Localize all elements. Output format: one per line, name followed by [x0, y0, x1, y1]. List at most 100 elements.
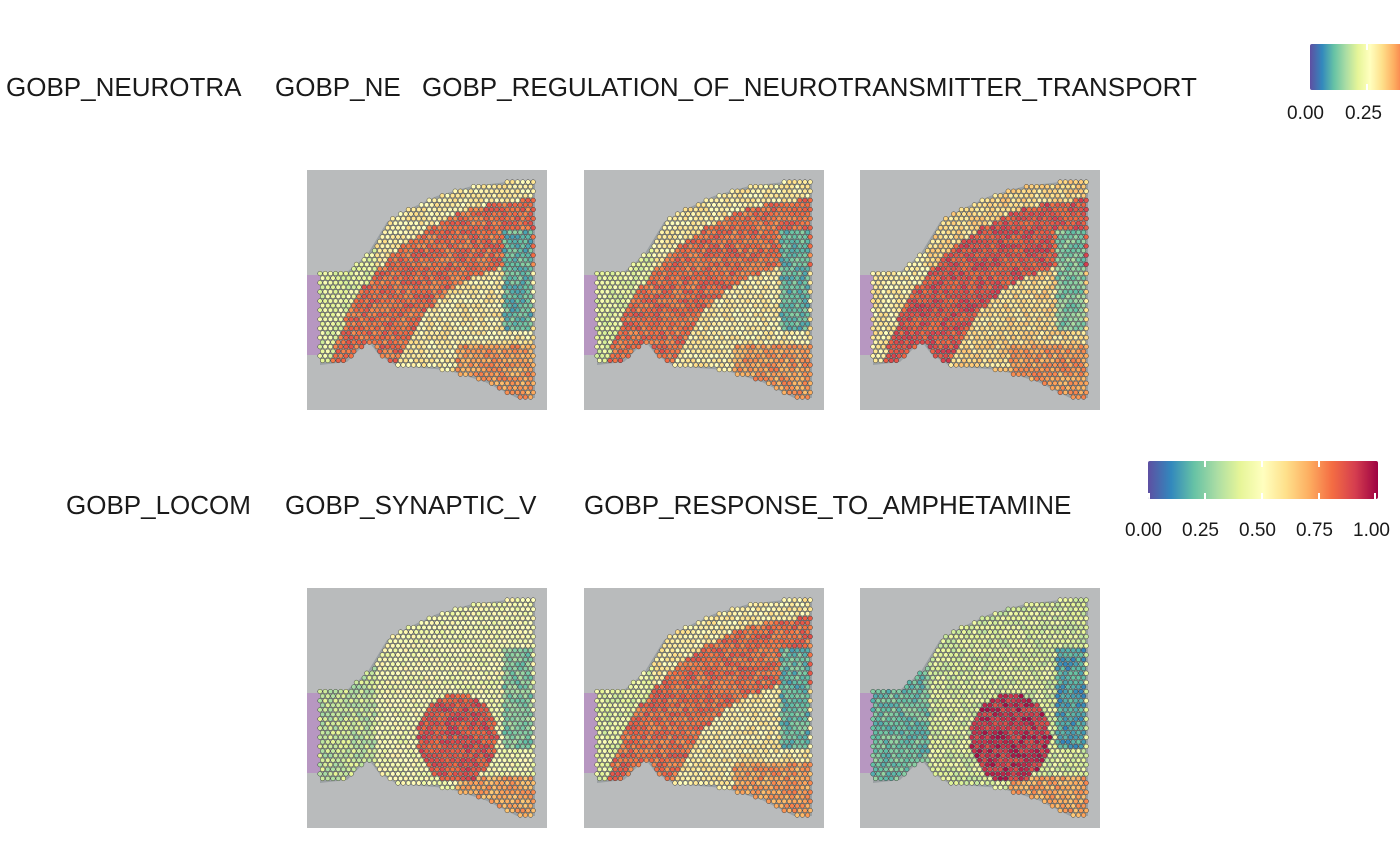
spot — [1081, 339, 1087, 345]
spot — [971, 348, 977, 354]
spot — [491, 303, 497, 309]
spot — [491, 702, 497, 708]
spot — [708, 216, 714, 222]
spot — [602, 348, 608, 354]
spot — [930, 339, 936, 345]
spot — [502, 211, 508, 217]
spot — [1047, 380, 1053, 386]
spot — [437, 280, 443, 286]
spot — [522, 666, 528, 672]
spot — [1021, 298, 1027, 304]
spot — [958, 216, 964, 222]
spot — [429, 339, 435, 345]
spot — [1042, 225, 1048, 231]
spot — [667, 280, 673, 286]
spot — [734, 216, 740, 222]
spot — [392, 330, 398, 336]
spot — [476, 693, 482, 699]
spot — [1042, 307, 1048, 313]
spot — [680, 284, 686, 290]
spot — [444, 620, 450, 626]
spot — [1049, 376, 1055, 382]
spot — [979, 353, 985, 359]
spot — [405, 206, 411, 213]
spot — [958, 307, 964, 313]
spot — [799, 275, 805, 281]
spot — [1044, 303, 1050, 309]
spot — [799, 202, 805, 208]
spot — [982, 238, 988, 245]
spot — [659, 284, 665, 290]
spot — [758, 284, 764, 290]
spot — [909, 339, 915, 345]
spot — [1018, 330, 1024, 336]
spot — [489, 606, 495, 612]
spot — [416, 298, 422, 304]
spot — [489, 652, 495, 658]
spot — [719, 243, 725, 249]
spot — [457, 606, 463, 612]
spot — [481, 248, 487, 254]
spot — [522, 656, 528, 663]
spot — [802, 335, 808, 341]
spot — [398, 348, 404, 354]
spot — [465, 321, 471, 327]
spot — [1057, 188, 1063, 194]
spot — [641, 307, 647, 313]
spot — [1070, 184, 1076, 190]
spot — [439, 330, 445, 336]
spot — [974, 280, 980, 286]
spot — [753, 376, 759, 382]
spot — [387, 229, 393, 235]
spot — [429, 303, 435, 309]
spot — [984, 307, 990, 313]
spot — [418, 675, 424, 681]
spot — [612, 348, 618, 354]
spot — [483, 252, 489, 258]
spot — [1031, 298, 1037, 304]
spot — [470, 202, 476, 208]
spot — [395, 670, 401, 676]
spot — [943, 280, 949, 286]
spot — [530, 188, 536, 194]
spot — [714, 335, 720, 341]
spot — [382, 656, 388, 663]
spot — [695, 312, 701, 318]
spot — [682, 325, 688, 331]
spot — [966, 312, 972, 318]
spot — [426, 698, 432, 704]
spot — [528, 330, 534, 336]
spot — [1026, 270, 1032, 277]
spot — [364, 252, 370, 258]
spot — [651, 261, 657, 267]
spot — [714, 298, 720, 304]
spot — [1031, 243, 1037, 249]
spot — [512, 675, 518, 681]
spot — [966, 238, 972, 245]
spot — [1029, 330, 1035, 336]
spot — [797, 289, 803, 295]
spot — [520, 679, 526, 685]
spot — [729, 243, 735, 249]
spot — [330, 330, 336, 336]
spot — [382, 693, 388, 699]
spot — [802, 179, 808, 185]
spot — [784, 357, 790, 364]
spot — [789, 303, 795, 309]
spot — [517, 275, 523, 281]
spot — [489, 643, 495, 649]
spot — [797, 380, 803, 386]
spot — [873, 303, 879, 309]
spot — [1070, 357, 1076, 364]
spot — [496, 357, 502, 364]
spot — [781, 371, 787, 377]
spot — [1055, 376, 1061, 382]
spot — [1062, 252, 1068, 258]
spot — [1029, 266, 1035, 272]
spot — [1057, 389, 1063, 396]
spot — [494, 316, 500, 322]
spot — [517, 321, 523, 327]
spot — [721, 266, 727, 272]
spot — [502, 357, 508, 364]
spot — [1047, 188, 1053, 194]
